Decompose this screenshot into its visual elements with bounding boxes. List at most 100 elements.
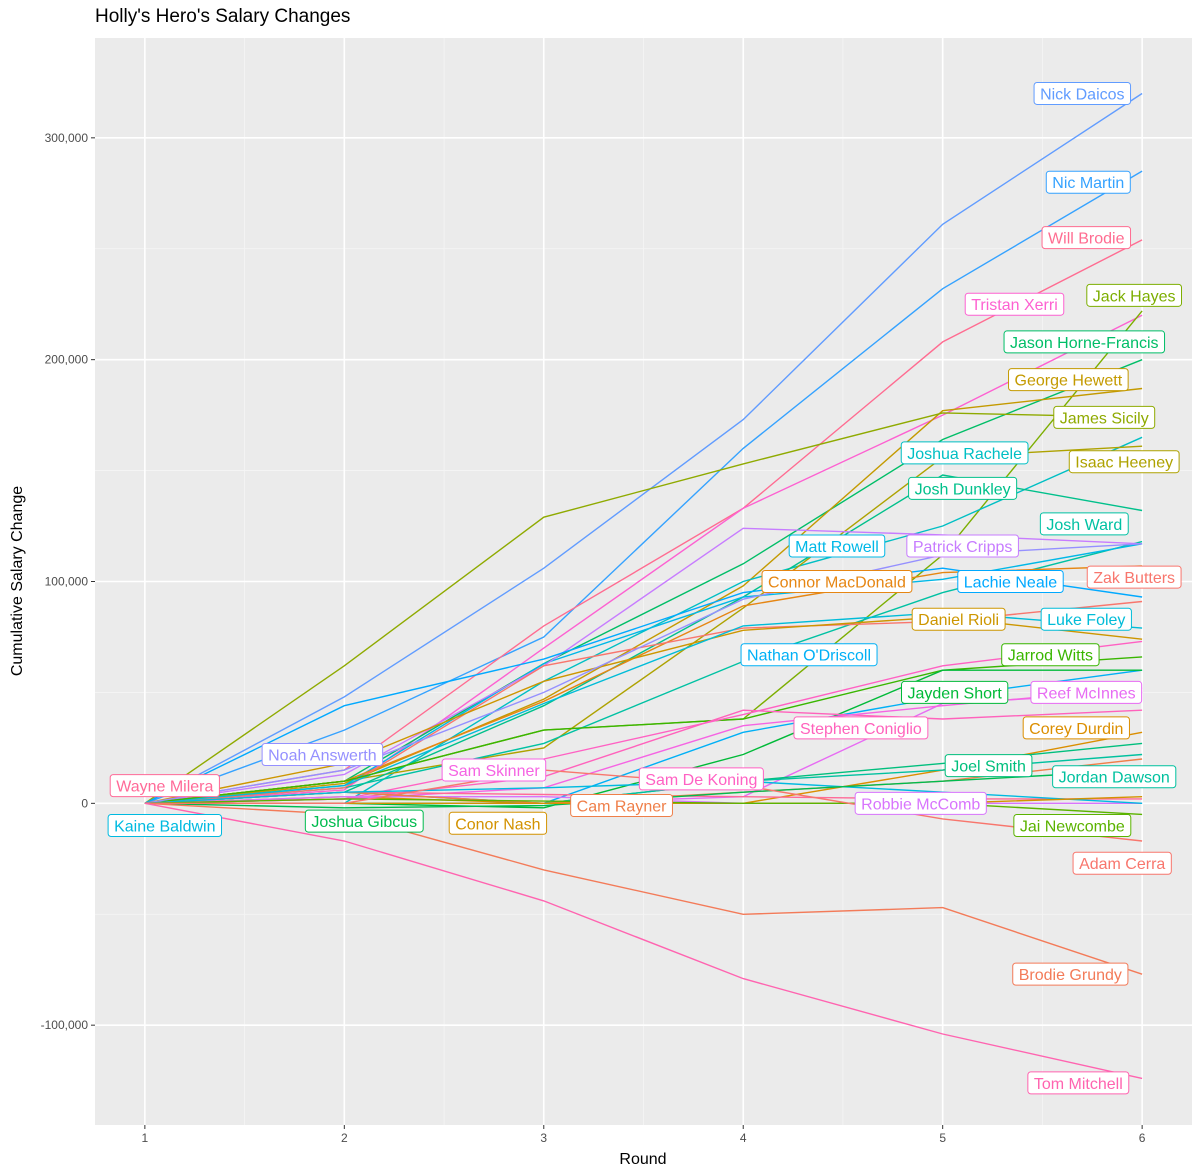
series-label-text: Nick Daicos — [1040, 86, 1124, 103]
series-labels: Nick Daicos Nic Martin Will Brodie Tristan … — [107, 81, 1183, 1095]
series-line — [144, 412, 1143, 804]
chart-title: Holly's Hero's Salary Changes — [95, 6, 351, 27]
series-label: Jordan Dawson — [1052, 765, 1177, 789]
series-label-text: Daniel Rioli — [918, 612, 999, 629]
series-label: Sam Skinner — [441, 758, 547, 782]
series-label: Josh Ward — [1039, 512, 1129, 536]
series-label-text: Sam De Koning — [645, 772, 757, 789]
series-label-box — [964, 292, 1065, 316]
series-label-box — [911, 607, 1006, 631]
series-label-text: Matt Rowell — [795, 539, 879, 556]
series-label-box — [788, 534, 886, 558]
series-label-text: Will Brodie — [1048, 231, 1125, 248]
series-label-box — [1003, 330, 1166, 354]
series-label: Noah Answerth — [261, 743, 384, 767]
series-label-box — [448, 811, 548, 835]
series-label: Conor Nash — [448, 811, 548, 835]
series-label-box — [901, 680, 1009, 704]
series-label-text: Jayden Short — [908, 685, 1003, 702]
series-label-text: Josh Dunkley — [915, 481, 1011, 498]
series-line — [144, 656, 1143, 804]
series-label-box — [944, 754, 1033, 778]
series-label-text: Joshua Gibcus — [311, 814, 417, 831]
series-label-text: Kaine Baldwin — [114, 819, 215, 836]
series-label: Joshua Gibcus — [304, 809, 424, 833]
series-label-text: Noah Answerth — [268, 748, 377, 765]
series-label-text: Robbie McComb — [861, 796, 980, 813]
series-label-box — [304, 809, 424, 833]
series-label: Daniel Rioli — [911, 607, 1006, 631]
series-label-box — [1072, 851, 1172, 875]
series-label-text: Luke Foley — [1047, 612, 1125, 629]
series-label: Sam De Koning — [638, 767, 764, 791]
series-label: Lachie Neale — [957, 570, 1064, 593]
series-label-box — [761, 570, 913, 593]
series-label: George Hewett — [1008, 368, 1129, 392]
series-label-text: Jack Hayes — [1093, 288, 1176, 305]
series-label-box — [441, 758, 547, 782]
series-label-box — [1045, 170, 1131, 194]
series-label-text: Stephen Coniglio — [800, 721, 922, 738]
series-label-box — [1013, 814, 1132, 838]
series-label-box — [109, 774, 220, 798]
y-tick-label: -100,000 — [41, 1018, 89, 1032]
series-label: Luke Foley — [1040, 607, 1132, 631]
series-label-text: Zak Butters — [1093, 570, 1175, 587]
series-label-box — [957, 570, 1064, 593]
series-label-text: Wayne Milera — [116, 779, 213, 796]
series-label-text: Nic Martin — [1052, 175, 1124, 192]
series-label-box — [261, 743, 384, 767]
series-label-box — [1086, 283, 1183, 307]
series-label-box — [107, 814, 223, 838]
series-label: Will Brodie — [1041, 226, 1132, 250]
series-label-box — [908, 476, 1018, 500]
series-label-text: James Sicily — [1060, 410, 1149, 427]
series-label-text: Tristan Xerri — [971, 297, 1058, 314]
series-label: Nick Daicos — [1033, 81, 1132, 105]
series-label-text: Connor MacDonald — [768, 575, 906, 592]
series-label-box — [906, 534, 1019, 558]
series-line — [144, 802, 1143, 1080]
series-label-text: Tom Mitchell — [1034, 1076, 1123, 1093]
series-label: Stephen Coniglio — [793, 716, 929, 740]
series-label: Patrick Cripps — [906, 534, 1019, 558]
x-tick-label: 3 — [540, 1131, 547, 1145]
series-label: Jai Newcombe — [1013, 814, 1132, 838]
series-label-box — [1027, 1071, 1130, 1095]
series-line — [144, 387, 1143, 804]
series-label: Tom Mitchell — [1027, 1071, 1130, 1095]
series-label-text: Cam Rayner — [577, 799, 667, 816]
series-label-text: Jai Newcombe — [1020, 819, 1125, 836]
series-label-box — [1008, 368, 1129, 392]
series-label-box — [638, 767, 764, 791]
y-tick-label: 0 — [81, 796, 88, 810]
y-tick-label: 200,000 — [45, 353, 89, 367]
series-label-box — [793, 716, 929, 740]
series-line — [144, 92, 1143, 804]
series-label-box — [1068, 450, 1180, 474]
series-label: Joshua Rachele — [900, 441, 1029, 465]
series-label-box — [570, 794, 673, 818]
series-label: Zak Butters — [1086, 565, 1182, 589]
series-label-text: Reef McInnes — [1037, 685, 1136, 702]
series-label-text: George Hewett — [1015, 373, 1123, 390]
series-label-text: Sam Skinner — [448, 763, 540, 780]
x-axis-title: Round — [619, 1151, 666, 1168]
series-label-box — [1086, 565, 1182, 589]
series-label-box — [1052, 765, 1177, 789]
series-label-text: Jordan Dawson — [1059, 770, 1170, 787]
series-label: Jack Hayes — [1086, 283, 1183, 307]
series-label-text: Jason Horne-Francis — [1010, 335, 1159, 352]
series-label: Nic Martin — [1045, 170, 1131, 194]
y-tick-label: 100,000 — [45, 575, 89, 589]
series-label: Wayne Milera — [109, 774, 220, 798]
series-label: Jayden Short — [901, 680, 1009, 704]
series-label: Tristan Xerri — [964, 292, 1065, 316]
series-label-text: Adam Cerra — [1079, 856, 1165, 873]
x-tick-label: 1 — [142, 1131, 149, 1145]
series-label-text: Isaac Heeney — [1075, 455, 1173, 472]
series-label: Kaine Baldwin — [107, 814, 223, 838]
series-label-box — [900, 441, 1029, 465]
x-tick-label: 5 — [939, 1131, 946, 1145]
axes: 1 2 3 4 5 6 -100,000 0 100,000 200,000 300,000 — [41, 131, 1146, 1145]
